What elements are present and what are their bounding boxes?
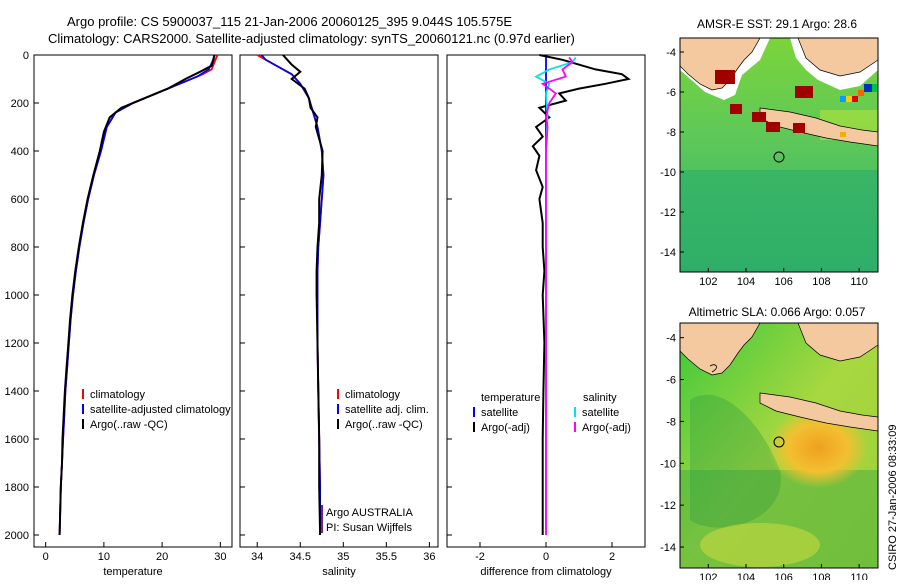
difference-legend-label: satellite — [582, 407, 619, 419]
sst-map-lon-label: 108 — [812, 276, 830, 288]
sla-map-lon-label: 108 — [812, 572, 830, 580]
sla-map-lon-label: 104 — [737, 572, 755, 580]
depth-tick-label: 1800 — [5, 482, 29, 494]
sla-map-lat-label: -12 — [660, 500, 676, 512]
sla-map-lon-label: 110 — [850, 572, 868, 580]
salinity-legend-label: Argo(..raw -QC) — [345, 419, 423, 431]
temperature-xtick-label: 30 — [214, 551, 226, 563]
salinity-legend-label: satellite adj. clim. — [345, 404, 429, 416]
depth-tick-label: 1400 — [5, 386, 29, 398]
depth-tick-label: 400 — [11, 146, 29, 158]
sst-map-lon-label: 102 — [699, 276, 717, 288]
sst-float-marker — [773, 151, 785, 163]
sst-map-lon-label: 106 — [775, 276, 793, 288]
salinity-xlabel: salinity — [322, 566, 356, 578]
sla-map-lat-label: -6 — [666, 375, 676, 387]
sumatra-land-sla — [680, 323, 761, 376]
temperature-xtick-label: 0 — [43, 551, 49, 563]
temperature-xtick-label: 20 — [156, 551, 168, 563]
temperature-xlabel: temperature — [103, 566, 162, 578]
sla-map-title: Altimetric SLA: 0.066 Argo: 0.057 — [689, 305, 866, 319]
sst-map-lat-label: -4 — [666, 47, 676, 59]
difference-legend-label: satellite — [481, 407, 518, 419]
sst-map-lon-label: 104 — [737, 276, 755, 288]
difference-legend-label: Argo(-adj) — [582, 422, 631, 434]
sla-float-marker — [773, 436, 785, 448]
pi-credit: PI: Susan Wijffels — [326, 522, 412, 534]
figure-title-line-2: Climatology: CARS2000. Satellite-adjuste… — [48, 31, 575, 46]
sla-map-lon-label: 106 — [775, 572, 793, 580]
depth-tick-label: 1000 — [5, 290, 29, 302]
salinity-xtick-label: 34 — [251, 551, 263, 563]
temperature-xtick-label: 10 — [98, 551, 110, 563]
temperature-profile-panel: 0 10 20 30 0 200 400 600 800 1000 1200 1400 1600 1800… — [5, 50, 233, 578]
figure-title-line-1: Argo profile: CS 5900037_115 21-Jan-2006… — [67, 14, 512, 29]
sla-map-lat-label: -4 — [666, 333, 676, 345]
salinity-xtick-label: 34.5 — [290, 551, 311, 563]
depth-tick-label: 200 — [11, 98, 29, 110]
java-land-sla — [759, 392, 878, 432]
depth-tick-label: 800 — [11, 242, 29, 254]
depth-tick-label: 600 — [11, 194, 29, 206]
sla-map: Altimetric SLA: 0.066 Argo: 0.057 102 104… — [660, 305, 879, 584]
salinity-legend-label: climatology — [345, 389, 401, 401]
temperature-legend-label: Argo(..raw -QC) — [90, 419, 168, 431]
salinity-xtick-label: 35.5 — [376, 551, 397, 563]
temperature-legend-label: climatology — [90, 389, 146, 401]
difference-xlabel: difference from climatology — [480, 566, 612, 578]
sst-map-lat-label: -12 — [660, 207, 676, 219]
difference-xtick-label: -2 — [475, 551, 485, 563]
depth-tick-label: 1600 — [5, 434, 29, 446]
sst-map-lon-label: 110 — [850, 276, 868, 288]
difference-series-1 — [531, 54, 631, 535]
sst-map: AMSR-E SST: 29.1 Argo: 28.6 — [660, 17, 879, 288]
difference-legend-header-salinity: salinity — [583, 392, 617, 404]
difference-legend-header-temperature: temperature — [481, 392, 540, 404]
sst-map-lat-label: -14 — [660, 247, 676, 259]
difference-profile-panel: -2 0 2 difference from climatology temperatu… — [446, 54, 646, 578]
depth-tick-label: 1200 — [5, 338, 29, 350]
sst-map-title: AMSR-E SST: 29.1 Argo: 28.6 — [697, 17, 857, 31]
difference-legend-label: Argo(-adj) — [481, 422, 530, 434]
sla-map-lat-label: -10 — [660, 458, 676, 470]
salinity-axes-frame — [239, 54, 439, 548]
salinity-xtick-label: 35 — [337, 551, 349, 563]
difference-xtick-label: 2 — [609, 551, 615, 563]
sla-map-lat-label: -14 — [660, 542, 676, 554]
salinity-xtick-label: 36 — [423, 551, 435, 563]
sst-map-lat-label: -8 — [666, 127, 676, 139]
salinity-profile-panel: 34 34.5 35 35.5 36 salinity climatology satelli… — [239, 54, 439, 578]
temperature-axes-frame — [33, 54, 233, 548]
temperature-legend-label: satellite-adjusted climatology — [90, 404, 231, 416]
temperature-series-2 — [58, 54, 216, 536]
depth-tick-label: 0 — [23, 50, 29, 62]
sst-map-lat-label: -10 — [660, 167, 676, 179]
salinity-series-2 — [282, 54, 324, 536]
sla-map-lon-label: 102 — [699, 572, 717, 580]
difference-series-3 — [540, 56, 574, 535]
difference-xtick-label: 0 — [543, 551, 549, 563]
sla-map-lat-label: -8 — [666, 416, 676, 428]
sst-map-lat-label: -6 — [666, 87, 676, 99]
depth-tick-label: 2000 — [5, 530, 29, 542]
argo-australia-credit: Argo AUSTRALIA — [326, 507, 413, 519]
csiro-timestamp: CSIRO 27-Jan-2006 08:33:09 — [887, 424, 899, 570]
